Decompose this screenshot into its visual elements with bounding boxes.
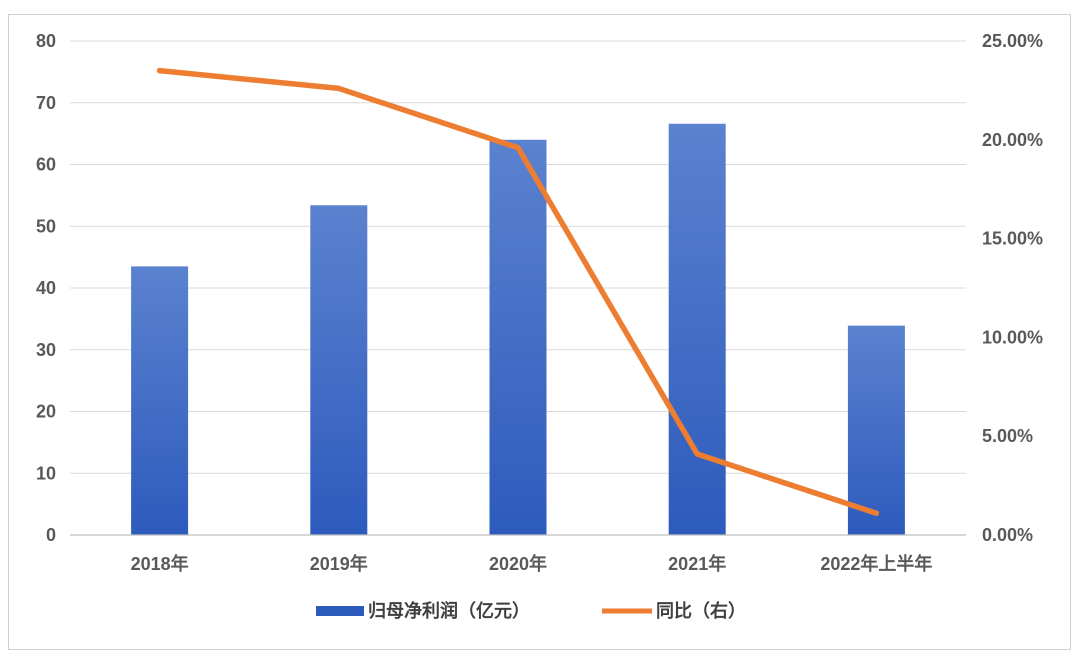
x-tick-label: 2020年 (489, 553, 547, 574)
y-right-tick-label: 5.00% (982, 426, 1033, 446)
x-tick-label: 2018年 (131, 553, 189, 574)
legend: 归母净利润（亿元） 同比（右） (316, 600, 746, 621)
y-right-tick-label: 15.00% (982, 229, 1043, 249)
line-point (336, 85, 342, 91)
bar (668, 123, 726, 536)
bar (847, 325, 905, 535)
y-left-tick-label: 70 (36, 93, 56, 113)
y-right-tick-label: 0.00% (982, 525, 1033, 545)
y-left-tick-label: 10 (36, 463, 56, 483)
bar-series (131, 123, 905, 536)
y-left-tick-label: 40 (36, 278, 56, 298)
legend-label-bar: 归母净利润（亿元） (368, 600, 530, 621)
bar (131, 266, 189, 535)
y-right-tick-label: 20.00% (982, 130, 1043, 150)
y-left-tick-label: 50 (36, 216, 56, 236)
line-point (515, 145, 521, 151)
x-tick-label: 2019年 (310, 553, 368, 574)
y-right-tick-label: 25.00% (982, 31, 1043, 51)
x-tick-label: 2021年 (668, 553, 726, 574)
bar (310, 205, 368, 535)
y-left-tick-label: 0 (46, 525, 56, 545)
line-point (694, 451, 700, 457)
y-left-tick-label: 80 (36, 31, 56, 51)
line-series (156, 67, 880, 517)
y-left-tick-label: 30 (36, 340, 56, 360)
x-tick-label: 2022年上半年 (820, 553, 932, 574)
line-point (157, 68, 163, 74)
legend-swatch-bar (316, 606, 364, 616)
legend-label-line: 同比（右） (656, 600, 746, 621)
y-left-tick-label: 60 (36, 155, 56, 175)
y-right-tick-label: 10.00% (982, 327, 1043, 347)
bar (489, 139, 547, 536)
line-point (873, 510, 879, 516)
axes: 0 10 20 30 40 50 60 70 80 0.00% 5.00% 10.00% 15.00% 2… (36, 31, 1043, 574)
y-left-tick-label: 20 (36, 402, 56, 422)
